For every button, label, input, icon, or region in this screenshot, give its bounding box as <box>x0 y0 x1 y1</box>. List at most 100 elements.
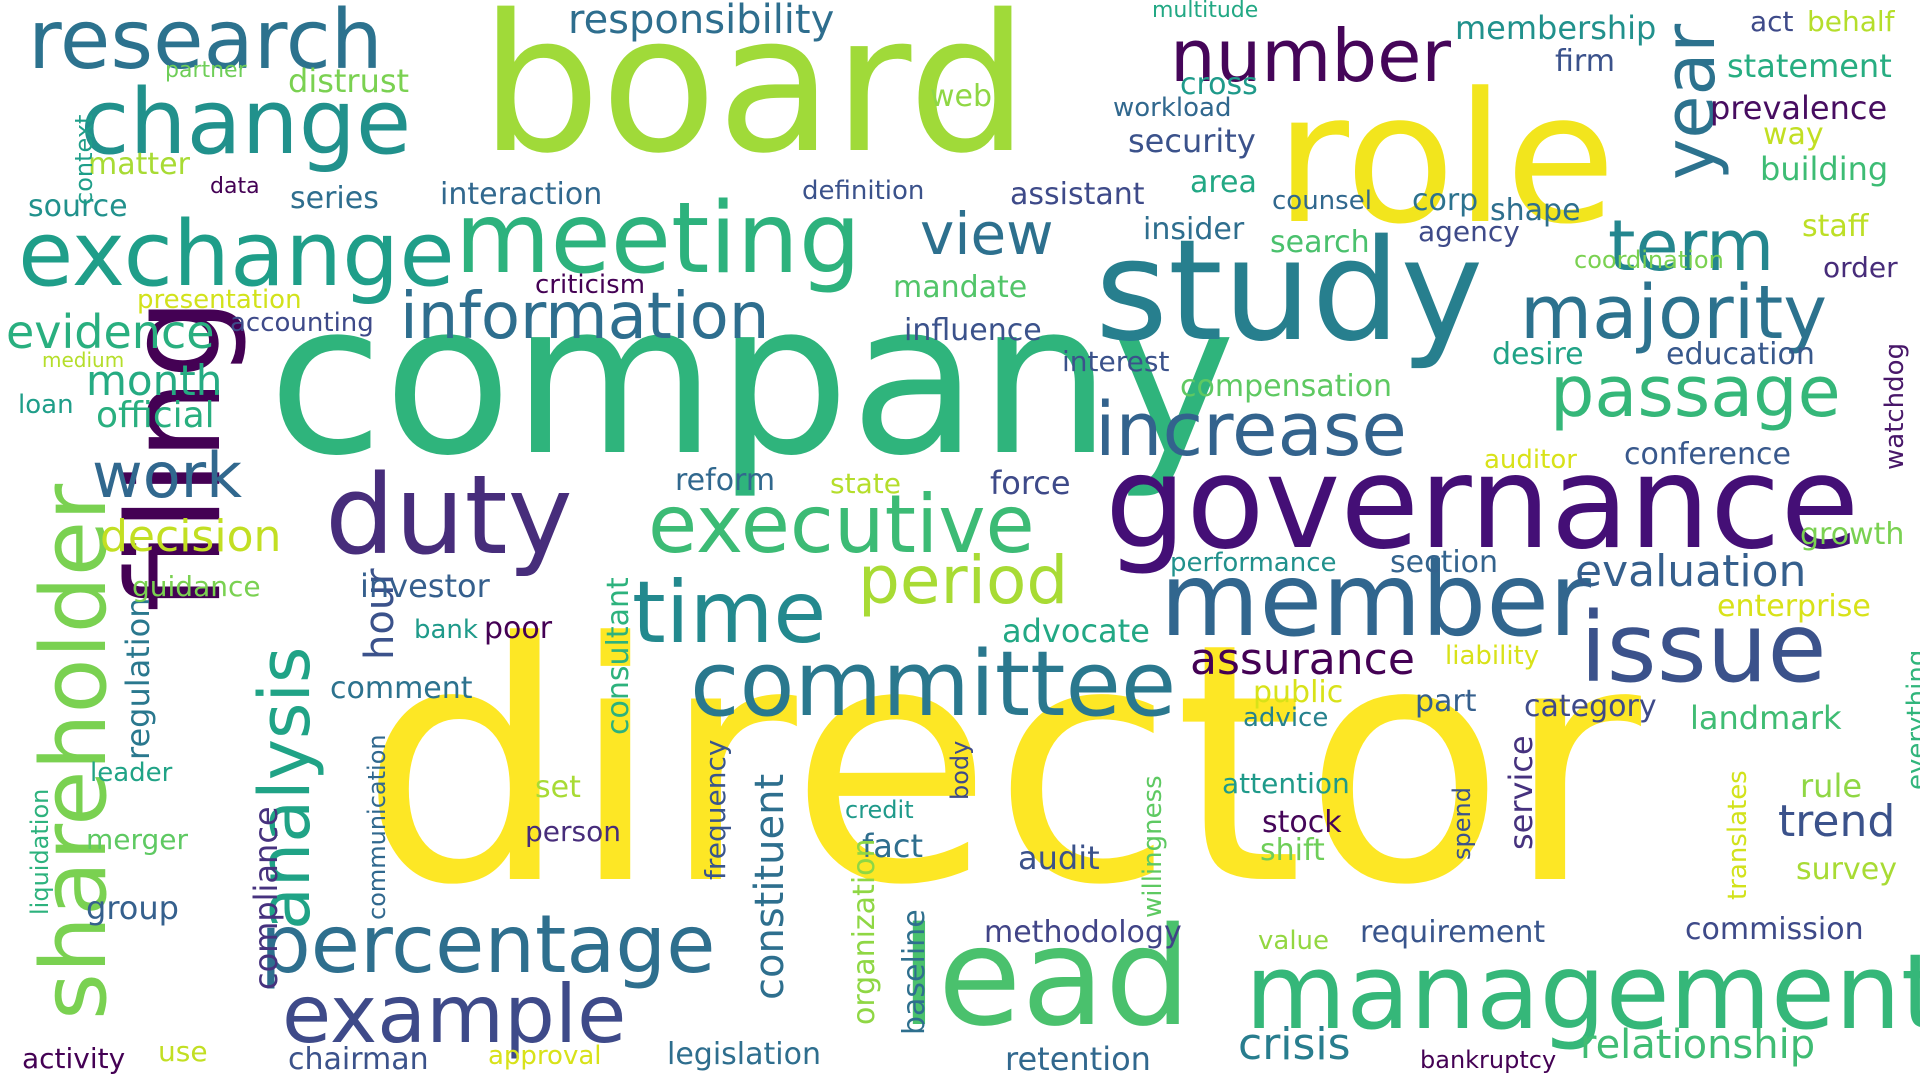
word-survey: survey <box>1796 852 1897 887</box>
word-education: education <box>1666 337 1815 372</box>
word-statement: statement <box>1727 47 1892 85</box>
word-retention: retention <box>1005 1040 1151 1078</box>
word-prevalence: prevalence <box>1710 89 1888 127</box>
word-influence: influence <box>904 313 1042 348</box>
word-requirement: requirement <box>1360 915 1546 950</box>
word-regulation: regulation <box>119 597 157 760</box>
word-partner: partner <box>165 58 247 83</box>
word-work: work <box>92 439 243 512</box>
word-liability: liability <box>1445 641 1540 671</box>
word-auditor: auditor <box>1484 445 1577 475</box>
word-assurance: assurance <box>1190 634 1415 685</box>
word-group: group <box>86 889 179 927</box>
word-firm: firm <box>1555 44 1615 79</box>
word-evaluation: evaluation <box>1575 546 1807 597</box>
word-web: web <box>930 79 993 114</box>
word-enterprise: enterprise <box>1717 589 1871 624</box>
word-company: company <box>268 257 1236 502</box>
word-everything: everything <box>1902 649 1920 790</box>
word-liquidation: liquidation <box>26 788 54 915</box>
word-percentage: percentage <box>260 898 716 991</box>
word-conference: conference <box>1624 437 1791 472</box>
word-decision: decision <box>100 511 282 562</box>
word-act: act <box>1750 5 1794 38</box>
word-board: board <box>480 0 1029 195</box>
word-performance: performance <box>1170 548 1337 578</box>
word-duty: duty <box>325 451 573 579</box>
word-organization: organization <box>847 838 882 1025</box>
word-communication: communication <box>363 734 391 920</box>
word-example: example <box>282 968 627 1061</box>
word-series: series <box>290 181 379 216</box>
word-frequency: frequency <box>699 739 732 880</box>
word-watchdog: watchdog <box>1880 342 1910 470</box>
word-area: area <box>1190 165 1257 200</box>
word-baseline: baseline <box>897 909 932 1035</box>
word-service: service <box>1502 735 1540 850</box>
word-evidence: evidence <box>6 305 215 359</box>
word-investor: investor <box>360 567 490 605</box>
word-category: category <box>1524 689 1657 724</box>
word-spend: spend <box>1448 787 1476 860</box>
word-period: period <box>858 542 1069 619</box>
word-section: section <box>1390 545 1499 580</box>
word-rule: rule <box>1800 767 1863 805</box>
word-context: context <box>70 114 98 205</box>
word-fact: fact <box>862 827 924 865</box>
word-responsibility: responsibility <box>568 0 835 43</box>
word-member: member <box>1160 541 1591 660</box>
word-executive: executive <box>648 478 1035 571</box>
word-desire: desire <box>1492 337 1584 372</box>
word-audit: audit <box>1018 839 1100 877</box>
word-use: use <box>158 1035 208 1068</box>
word-public: public <box>1253 675 1344 710</box>
word-advocate: advocate <box>1002 612 1150 650</box>
word-coordination: coordination <box>1574 246 1724 274</box>
word-cross: cross <box>1180 67 1258 102</box>
word-commission: commission <box>1685 912 1864 947</box>
word-distrust: distrust <box>288 62 410 100</box>
word-part: part <box>1415 684 1477 719</box>
word-data: data <box>210 174 260 199</box>
word-guidance: guidance <box>132 570 261 603</box>
word-corp: corp <box>1412 183 1479 218</box>
word-agency: agency <box>1418 215 1520 248</box>
word-methodology: methodology <box>984 915 1182 950</box>
word-constituent: constituent <box>747 773 793 1000</box>
word-consultant: consultant <box>601 577 636 735</box>
word-counsel: counsel <box>1272 186 1372 216</box>
word-majority: majority <box>1520 270 1828 356</box>
word-value: value <box>1258 926 1330 956</box>
word-accounting: accounting <box>230 308 374 338</box>
word-change: change <box>80 70 412 175</box>
word-credit: credit <box>845 796 914 824</box>
word-crisis: crisis <box>1238 1019 1351 1070</box>
word-information: information <box>400 280 770 354</box>
word-medium: medium <box>42 348 125 372</box>
word-staff: staff <box>1802 209 1869 244</box>
word-growth: growth <box>1800 517 1905 552</box>
word-workload: workload <box>1113 93 1232 123</box>
word-approval: approval <box>488 1041 602 1071</box>
word-translates: translates <box>1723 770 1753 900</box>
word-attention: attention <box>1222 767 1350 800</box>
word-month: month <box>86 356 223 405</box>
word-state: state <box>830 467 901 500</box>
word-search: search <box>1270 225 1370 260</box>
word-mandate: mandate <box>893 270 1028 305</box>
word-way: way <box>1763 117 1824 152</box>
word-force: force <box>990 464 1071 502</box>
word-definition: definition <box>802 176 925 206</box>
word-security: security <box>1128 122 1256 160</box>
word-reform: reform <box>675 463 776 498</box>
word-person: person <box>525 815 621 848</box>
word-management: management <box>1245 931 1920 1053</box>
word-matter: matter <box>88 147 190 182</box>
word-insider: insider <box>1143 212 1245 247</box>
word-activity: activity <box>22 1042 126 1075</box>
word-trend: trend <box>1778 796 1896 847</box>
word-official: official <box>96 395 215 436</box>
word-role: role <box>1275 55 1616 264</box>
word-term: term <box>1608 205 1775 287</box>
